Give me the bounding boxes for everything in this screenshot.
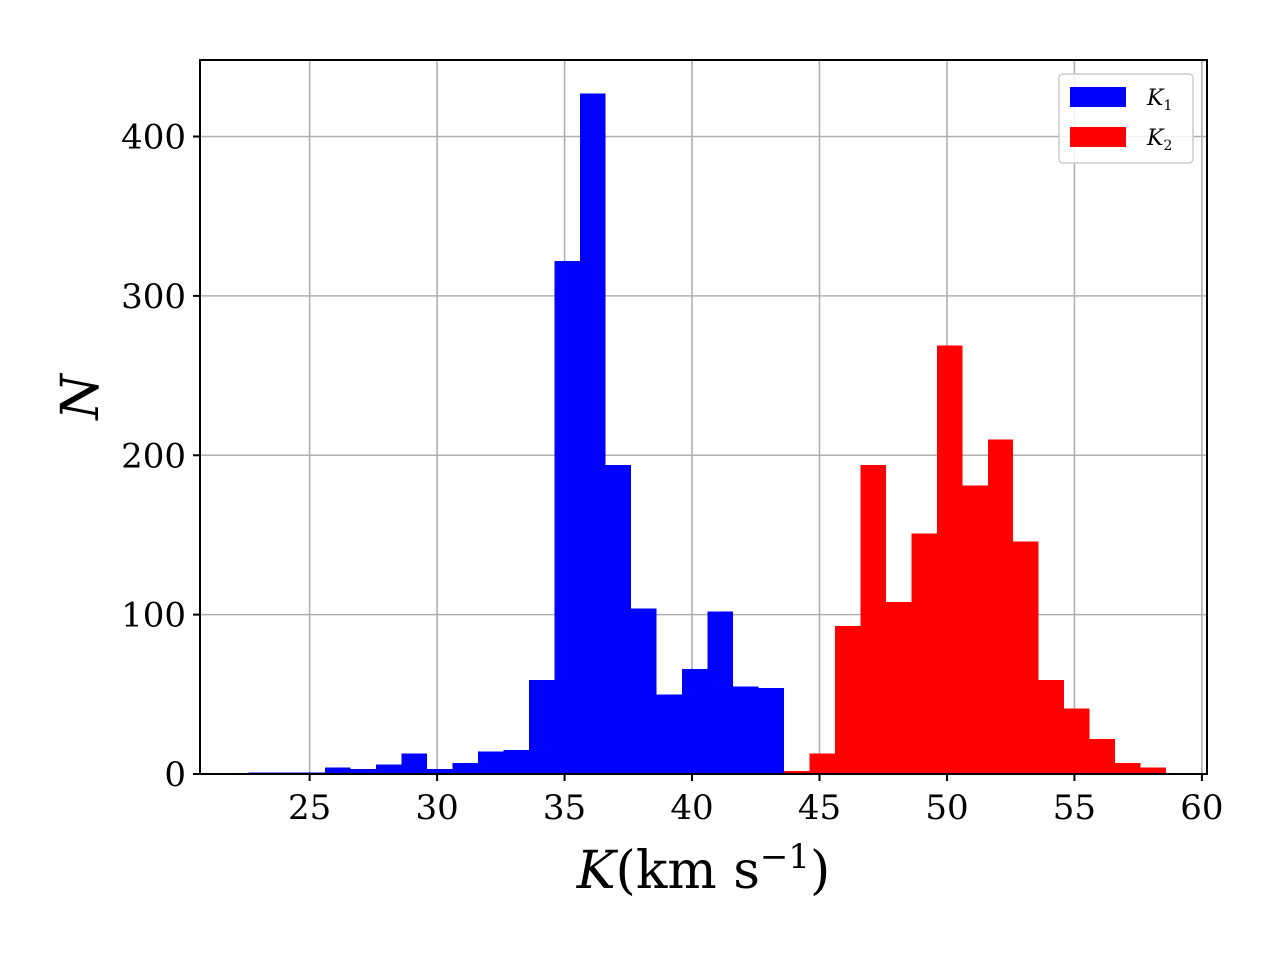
plot-area (200, 60, 1207, 774)
bar-k2-0 (783, 770, 810, 774)
bar-k2-11 (1064, 708, 1090, 774)
legend-label-k1-sub: 1 (1163, 98, 1172, 114)
bar-k1-18 (707, 611, 733, 774)
bar-k2-8 (987, 439, 1014, 774)
y-tick-label-0: 0 (164, 755, 186, 795)
bar-k1-17 (681, 668, 708, 774)
legend-label-k2-base: K (1146, 126, 1165, 151)
bar-k2-4 (885, 601, 912, 774)
y-tick-label-300: 300 (121, 277, 186, 317)
bar-k1-19 (732, 686, 759, 774)
bar-k1-3 (324, 767, 351, 774)
bar-k2-7 (962, 485, 988, 774)
bar-k1-6 (401, 753, 427, 774)
bar-k1-7 (426, 769, 453, 774)
bar-k1-13 (579, 93, 606, 774)
legend-label-k1-base: K (1146, 86, 1165, 111)
bar-k1-14 (605, 464, 631, 774)
bar-k1-12 (554, 260, 580, 774)
x-tick-label-25: 25 (288, 788, 331, 828)
axis-ticks: 25 30 35 40 45 50 55 60 0 100 200 300 400 (121, 118, 1223, 829)
legend: K1 K2 (1058, 73, 1194, 164)
bar-k1-8 (452, 762, 478, 774)
bar-k1-15 (630, 608, 657, 774)
bar-k2-14 (1140, 767, 1167, 774)
y-tick-label-400: 400 (121, 118, 186, 158)
bar-k1-11 (528, 679, 555, 774)
bar-k2-2 (834, 625, 861, 774)
bar-k2-13 (1115, 762, 1141, 774)
bar-k1-9 (477, 751, 504, 774)
legend-swatch-k2 (1070, 127, 1126, 147)
x-tick-label-50: 50 (925, 788, 968, 828)
bar-k2-5 (911, 533, 937, 774)
x-axis-open-paren: ( (616, 841, 636, 901)
x-tick-label-45: 45 (798, 788, 841, 828)
x-tick-label-35: 35 (543, 788, 586, 828)
bar-k2-1 (809, 753, 835, 774)
x-axis-label: K(km s−1) (576, 837, 831, 901)
bar-k1-16 (656, 694, 682, 774)
legend-label-k2: K2 (1146, 126, 1172, 154)
bar-k2-12 (1089, 738, 1116, 774)
bar-k1-4 (350, 769, 376, 774)
x-tick-label-30: 30 (415, 788, 458, 828)
x-tick-label-55: 55 (1053, 788, 1096, 828)
bars-group (248, 93, 1167, 774)
x-tick-label-60: 60 (1180, 788, 1223, 828)
bar-k2-6 (936, 345, 963, 774)
bar-k1-20 (758, 687, 784, 774)
legend-label-k1: K1 (1146, 86, 1172, 114)
x-axis-close-paren: ) (810, 841, 830, 901)
plot-frame (199, 59, 1208, 775)
y-axis-label: N (51, 373, 111, 422)
legend-label-k2-sub: 2 (1163, 138, 1172, 154)
y-tick-label-100: 100 (121, 596, 186, 636)
x-axis-symbol: K (576, 841, 619, 901)
bar-k2-9 (1013, 541, 1039, 774)
x-tick-label-40: 40 (670, 788, 713, 828)
x-axis-unit-exponent: −1 (760, 837, 810, 877)
legend-swatch-k1 (1070, 87, 1126, 107)
x-axis-unit: km s (636, 841, 760, 901)
bar-k2-10 (1038, 679, 1065, 774)
y-tick-label-200: 200 (121, 436, 186, 476)
bar-k1-10 (503, 750, 529, 774)
bar-k1-5 (375, 764, 402, 774)
bar-k2-3 (860, 464, 886, 774)
